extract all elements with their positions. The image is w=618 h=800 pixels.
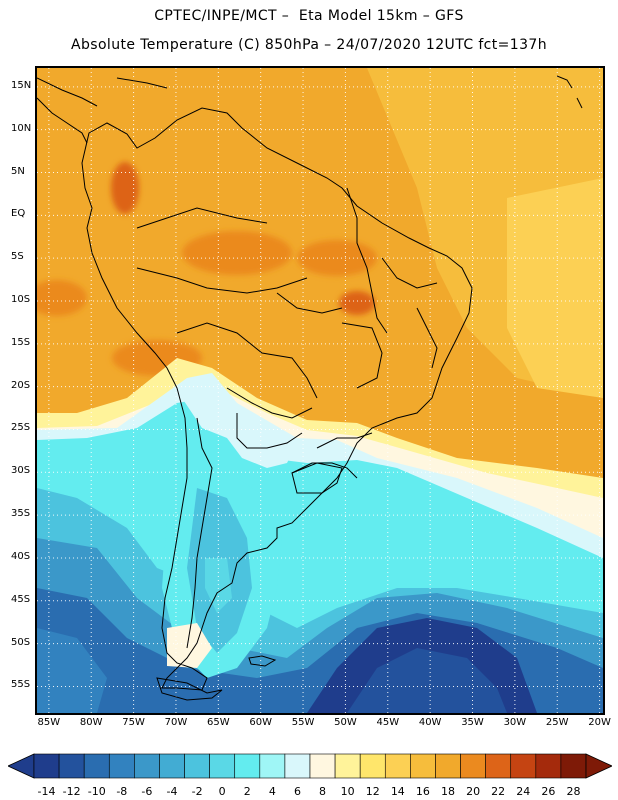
longitude-label: 75W xyxy=(122,717,145,728)
latitude-label: EQ xyxy=(11,208,26,220)
colorbar-over-arrow xyxy=(585,753,612,779)
colorbar-segment xyxy=(410,753,436,779)
coastlines xyxy=(37,75,583,701)
latitude-label: 20S xyxy=(11,379,31,391)
latitude-label: 15S xyxy=(11,336,31,348)
colorbar-label: 24 xyxy=(516,785,531,798)
colorbar-label: -14 xyxy=(37,785,56,798)
longitude-label: 50W xyxy=(334,717,357,728)
colorbar-segment xyxy=(159,753,185,779)
colorbar-label: -6 xyxy=(141,785,153,798)
latitude-label: 25S xyxy=(11,422,31,434)
longitude-label: 25W xyxy=(545,717,569,728)
colorbar-segment xyxy=(58,753,85,779)
latitude-label: 10S xyxy=(11,293,31,305)
latitude-label: 35S xyxy=(11,508,31,520)
colorbar-segment xyxy=(309,753,336,779)
colorbar-segment xyxy=(460,753,486,779)
latitude-label: 50S xyxy=(11,636,31,648)
colorbar-segment xyxy=(259,753,286,779)
colorbar-label: -12 xyxy=(62,785,81,798)
colorbar-segment xyxy=(184,753,210,779)
colorbar-segment xyxy=(510,753,537,779)
longitude-label: 20W xyxy=(588,717,611,728)
longitude-label: 65W xyxy=(207,717,230,728)
temperature-field xyxy=(37,68,603,713)
colorbar-label: 28 xyxy=(566,785,581,798)
colorbar-label: 14 xyxy=(390,785,405,798)
colorbar-segment xyxy=(134,753,160,779)
colorbar-label: -2 xyxy=(191,785,203,798)
colorbar-label: 4 xyxy=(268,785,276,798)
warm-cores xyxy=(37,162,377,376)
latitude-label: 5N xyxy=(11,165,25,177)
colorbar-label: 26 xyxy=(541,785,556,798)
colorbar-label: 20 xyxy=(466,785,481,798)
colorbar-segment xyxy=(384,753,411,779)
colorbar-label: 6 xyxy=(293,785,301,798)
colorbar-under-arrow xyxy=(8,753,35,779)
latitude-label: 10N xyxy=(11,122,32,134)
colorbar-segment xyxy=(535,753,562,779)
latitude-label: 45S xyxy=(11,593,31,605)
colorbar-label: 18 xyxy=(441,785,455,798)
colorbar-segment xyxy=(108,753,135,779)
colorbar-label: -4 xyxy=(166,785,178,798)
colorbar-label: 22 xyxy=(491,785,506,798)
latitude-label: 15N xyxy=(11,79,32,91)
longitude-label: 70W xyxy=(164,717,188,728)
map-plot-area xyxy=(35,66,605,715)
colorbar-label: 10 xyxy=(340,785,355,798)
colorbar-label: 12 xyxy=(365,785,380,798)
colorbar-segment xyxy=(209,753,236,779)
longitude-label: 30W xyxy=(503,717,527,728)
colorbar-label: 2 xyxy=(243,785,251,798)
colorbar-segment xyxy=(334,753,361,779)
colorbar-segment xyxy=(359,753,386,779)
chart-title: CPTEC/INPE/MCT – Eta Model 15km – GFS xyxy=(154,8,464,24)
longitude-label: 40W xyxy=(418,717,442,728)
field-band-14 xyxy=(507,178,603,398)
latitude-label: 5S xyxy=(11,251,24,263)
longitude-label: 80W xyxy=(79,717,103,728)
latitude-label: 55S xyxy=(11,679,31,691)
latitude-label: 40S xyxy=(11,550,31,562)
colorbar-label: 16 xyxy=(415,785,430,798)
colorbar xyxy=(8,753,612,779)
chart-subtitle: Absolute Temperature (C) 850hPa – 24/07/… xyxy=(70,37,547,53)
longitude-label: 85W xyxy=(37,717,61,728)
colorbar-segment xyxy=(33,753,60,779)
colorbar-label: -10 xyxy=(87,785,106,798)
longitude-label: 35W xyxy=(461,717,484,728)
colorbar-segment xyxy=(234,753,261,779)
colorbar-label: -8 xyxy=(116,785,128,798)
colorbar-label: 8 xyxy=(319,785,327,798)
latitude-label: 30S xyxy=(11,465,31,477)
colorbar-segment xyxy=(560,753,587,779)
longitude-label: 60W xyxy=(249,717,272,728)
colorbar-segment xyxy=(485,753,512,779)
longitude-label: 45W xyxy=(376,717,400,728)
colorbar-segment xyxy=(284,753,311,779)
colorbar-segment xyxy=(83,753,110,779)
longitude-label: 55W xyxy=(291,717,315,728)
colorbar-label: 0 xyxy=(218,785,226,798)
colorbar-segment xyxy=(435,753,461,779)
